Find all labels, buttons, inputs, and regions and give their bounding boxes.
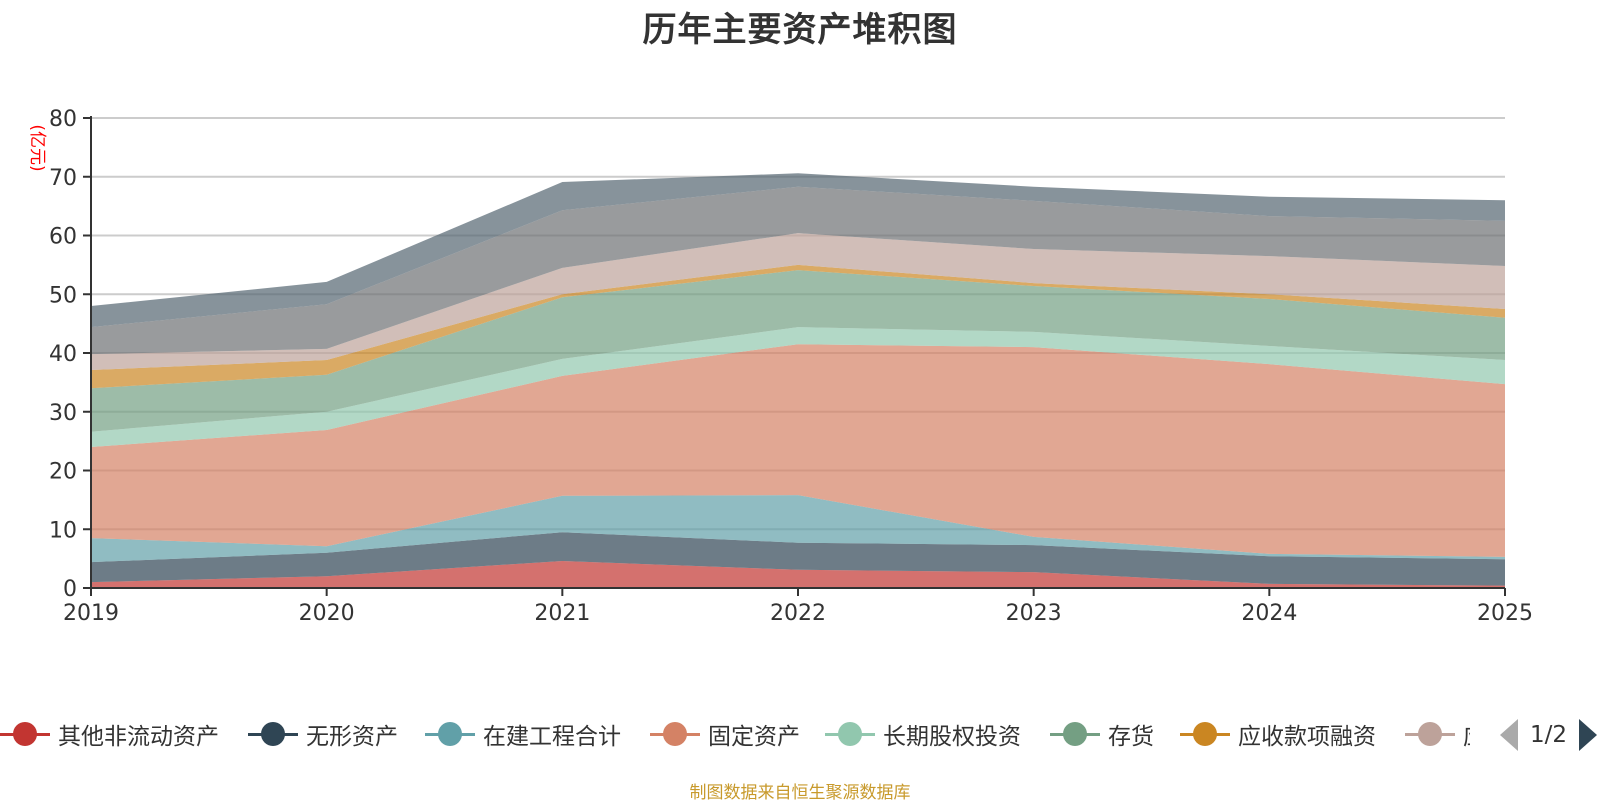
legend-marker-icon: [0, 721, 50, 747]
x-tick-label: 2024: [1241, 601, 1297, 626]
legend-label: 固定资产: [708, 724, 800, 750]
area-series-7[interactable]: [91, 233, 1505, 371]
legend-marker-icon: [825, 721, 875, 747]
legend-marker-icon: [1180, 721, 1230, 747]
legend-item[interactable]: 其他非流动资产: [0, 716, 219, 752]
legend-item[interactable]: 应: [1405, 716, 1470, 752]
legend-label: 在建工程合计: [483, 724, 621, 750]
legend-item[interactable]: 固定资产: [650, 716, 800, 752]
area-series-1[interactable]: [91, 532, 1505, 586]
chart-title: 历年主要资产堆积图: [642, 10, 958, 50]
legend-marker-icon: [650, 721, 700, 747]
legend-marker-icon: [425, 721, 475, 747]
y-axis-label: (亿元): [27, 124, 47, 171]
legend-label: 应: [1463, 717, 1470, 751]
area-series-5[interactable]: [91, 270, 1505, 432]
x-tick-label: 2022: [770, 601, 826, 626]
legend-item[interactable]: 在建工程合计: [425, 716, 621, 752]
x-tick-label: 2020: [299, 601, 355, 626]
y-tick-label: 40: [49, 342, 77, 367]
data-source-note: 制图数据来自恒生聚源数据库: [689, 783, 911, 803]
legend-pager: 1/2: [1500, 718, 1598, 752]
legend-item[interactable]: 应收款项融资: [1180, 716, 1376, 752]
area-series-3[interactable]: [91, 344, 1505, 557]
y-tick-label: 0: [63, 577, 77, 602]
y-tick-label: 70: [49, 166, 77, 191]
y-tick-label: 30: [49, 401, 77, 426]
area-series-4[interactable]: [91, 327, 1505, 447]
area-series-9[interactable]: [91, 173, 1505, 328]
x-tick-label: 2023: [1006, 601, 1062, 626]
area-series-0[interactable]: [91, 560, 1505, 588]
legend-marker-icon: [248, 721, 298, 747]
legend: 其他非流动资产 无形资产 在建工程合计 固定资产 长期股权投资 存货 应收款项融资 应: [0, 716, 1470, 752]
x-tick-label: 2021: [534, 601, 590, 626]
legend-marker-icon: [1405, 721, 1455, 747]
area-series-8[interactable]: [91, 186, 1505, 355]
legend-label: 其他非流动资产: [58, 724, 219, 750]
legend-label: 无形资产: [306, 724, 398, 750]
legend-item[interactable]: 存货: [1050, 716, 1154, 752]
legend-next-page-arrow-icon[interactable]: [1579, 719, 1598, 751]
x-tick-label: 2025: [1477, 601, 1533, 626]
legend-item[interactable]: 无形资产: [248, 716, 398, 752]
y-tick-label: 80: [49, 107, 77, 132]
legend-label: 存货: [1108, 724, 1154, 750]
axes: 0 10 20 30 40 50 60 70 80 2019 2020 2021 2022 2023 202…: [49, 107, 1533, 626]
y-tick-label: 10: [49, 518, 77, 543]
legend-label: 应收款项融资: [1238, 724, 1376, 750]
legend-marker-icon: [1050, 721, 1100, 747]
y-tick-label: 60: [49, 225, 77, 250]
y-tick-label: 20: [49, 460, 77, 485]
y-tick-label: 50: [49, 283, 77, 308]
x-tick-label: 2019: [63, 601, 119, 626]
legend-label: 长期股权投资: [883, 724, 1021, 750]
legend-item[interactable]: 长期股权投资: [825, 716, 1021, 752]
legend-prev-page-arrow-icon[interactable]: [1500, 719, 1518, 751]
legend-page-indicator: 1/2: [1530, 722, 1568, 748]
stacked-areas: [91, 173, 1505, 588]
area-series-6[interactable]: [91, 264, 1505, 389]
